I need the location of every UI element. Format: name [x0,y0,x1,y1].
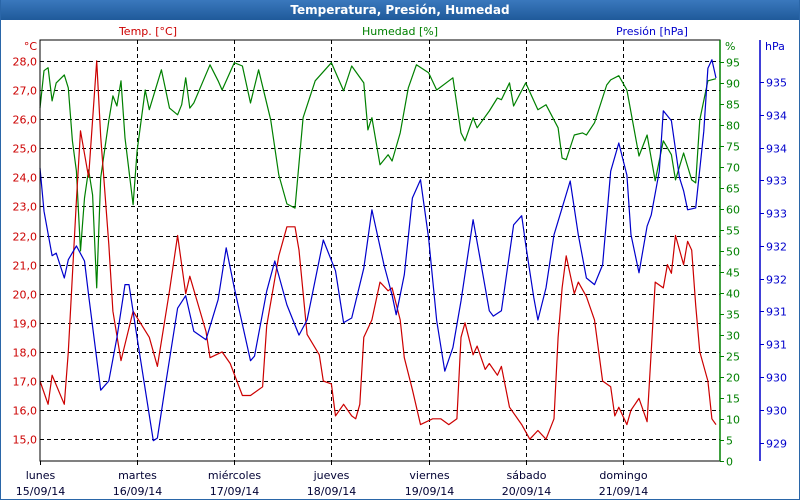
temp-tick-label: 16,0 [13,405,38,418]
pressure-tick-label: 934 [766,143,787,156]
pressure-tick-label: 933 [766,208,787,221]
x-tick-date: 16/09/14 [113,485,162,498]
humidity-tick-label: 70 [726,162,740,175]
temp-tick-label: 24,0 [13,172,38,185]
temp-tick-label: 20,0 [13,289,38,302]
humidity-tick-label: 80 [726,120,740,133]
temp-tick-label: 17,0 [13,376,38,389]
series-line-pressure [39,59,717,442]
pressure-tick-label: 930 [766,372,787,385]
pressure-tick-label: 932 [766,274,787,287]
temp-axis-title: Temp. [°C] [118,25,177,38]
temp-tick-label: 28,0 [13,56,38,69]
temp-tick-label: 26,0 [13,114,38,127]
humidity-tick-label: 90 [726,78,740,91]
axis-labels: Temp. [°C] Humedad [%] Presión [hPa] °C … [13,25,788,498]
humidity-tick-label: 55 [726,225,740,238]
humidity-axis-title: Humedad [%] [362,25,438,38]
x-tick-day: domingo [599,469,647,482]
pressure-axis-title: Presión [hPa] [616,25,688,38]
humidity-tick-label: 20 [726,372,740,385]
humidity-tick-label: 50 [726,246,740,259]
pressure-tick-label: 929 [766,438,787,451]
x-tick-day: miércoles [208,469,261,482]
humidity-tick-label: 25 [726,351,740,364]
x-tick-date: 19/09/14 [405,485,454,498]
x-tick-date: 15/09/14 [16,485,65,498]
temp-tick-label: 15,0 [13,434,38,447]
temp-tick-label: 25,0 [13,143,38,156]
humidity-tick-label: 15 [726,393,740,406]
humidity-tick-label: 5 [726,435,733,448]
humidity-tick-label: 65 [726,183,740,196]
temp-unit: °C [24,40,38,53]
x-tick-date: 18/09/14 [307,485,356,498]
pressure-tick-label: 931 [766,339,787,352]
temp-tick-label: 21,0 [13,260,38,273]
x-tick-day: viernes [409,469,449,482]
humidity-tick-label: 45 [726,267,740,280]
x-tick-day: lunes [26,469,56,482]
temp-tick-label: 23,0 [13,201,38,214]
temp-tick-label: 27,0 [13,85,38,98]
pressure-tick-label: 935 [766,77,787,90]
pressure-unit: hPa [765,40,785,53]
pressure-tick-label: 932 [766,241,787,254]
x-tick-day: jueves [313,469,350,482]
humidity-tick-label: 40 [726,288,740,301]
humidity-tick-label: 85 [726,99,740,112]
series-line-humidity [39,62,717,289]
pressure-tick-label: 931 [766,306,787,319]
humidity-tick-label: 35 [726,309,740,322]
x-tick-day: martes [118,469,157,482]
pressure-tick-label: 934 [766,110,787,123]
temp-tick-label: 22,0 [13,231,38,244]
humidity-unit: % [725,40,735,53]
series-layer [39,59,717,442]
window-title: Temperatura, Presión, Humedad [1,0,799,20]
x-tick-date: 17/09/14 [210,485,259,498]
humidity-tick-label: 75 [726,141,740,154]
pressure-tick-label: 933 [766,175,787,188]
humidity-tick-label: 95 [726,57,740,70]
pressure-tick-label: 930 [766,405,787,418]
series-line-temp [39,60,717,440]
humidity-tick-label: 60 [726,204,740,217]
x-tick-day: sábado [507,469,547,482]
x-tick-date: 20/09/14 [502,485,551,498]
humidity-tick-label: 10 [726,414,740,427]
humidity-tick-label: 30 [726,330,740,343]
temp-tick-label: 18,0 [13,347,38,360]
x-tick-date: 21/09/14 [599,485,648,498]
humidity-tick-label: 0 [726,456,733,469]
plot-frame [39,39,721,462]
temp-tick-label: 19,0 [13,318,38,331]
